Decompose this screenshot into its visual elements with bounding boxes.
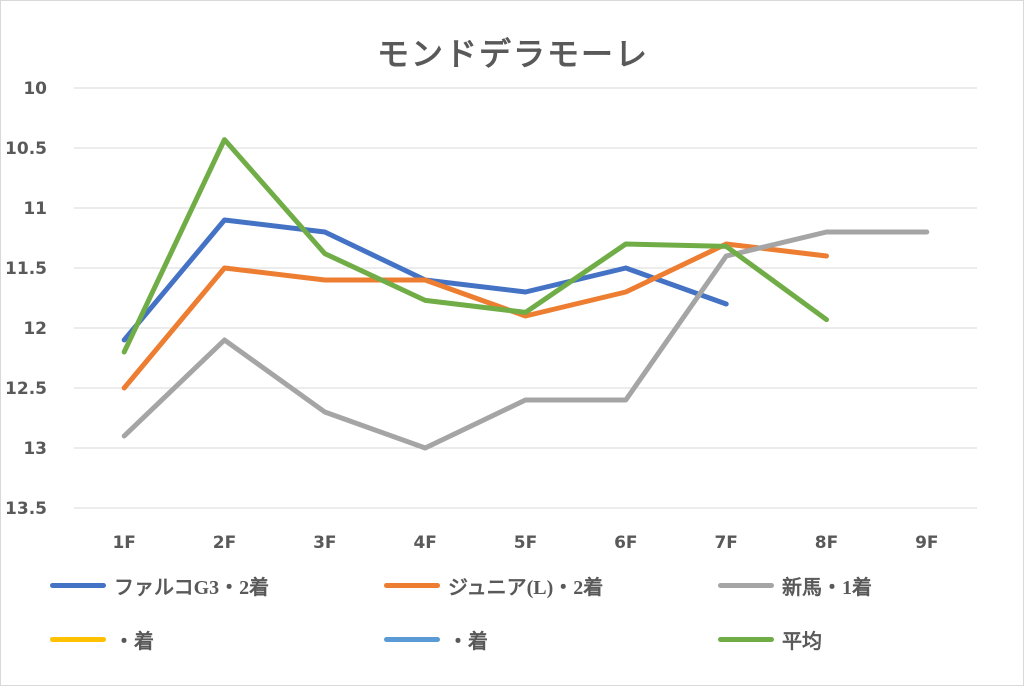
- legend-swatch-2: [718, 582, 774, 588]
- legend-item-3: ・着: [50, 624, 154, 654]
- legend-label-5: 平均: [782, 630, 822, 653]
- legend-label-4: ・着: [448, 630, 488, 653]
- legend-swatch-0: [50, 582, 106, 588]
- y-tick-label: 13: [23, 439, 47, 459]
- legend-swatch-3: [50, 636, 106, 642]
- legend-swatch-5: [718, 636, 774, 642]
- series-line-1: [121, 241, 829, 391]
- x-tick-label: 4F: [413, 533, 436, 553]
- legend-item-4: ・着: [384, 624, 488, 654]
- y-tick-label: 10: [23, 79, 47, 99]
- series-line-2: [121, 229, 930, 451]
- legend-swatch-1: [384, 582, 440, 588]
- x-tick-label: 7F: [714, 533, 737, 553]
- legend-label-0: ファルコG3・2着: [114, 576, 270, 599]
- y-tick-label: 11.5: [5, 259, 47, 279]
- legend-label-3: ・着: [114, 630, 154, 653]
- x-tick-label: 3F: [313, 533, 336, 553]
- series-line-5: [121, 137, 829, 355]
- legend-label-1: ジュニア(L)・2着: [448, 576, 604, 599]
- y-tick-label: 10.5: [5, 139, 47, 159]
- legend-label-2: 新馬・1着: [782, 576, 872, 599]
- legend-item-0: ファルコG3・2着: [50, 570, 269, 600]
- x-tick-label: 2F: [213, 533, 236, 553]
- y-tick-label: 11: [23, 199, 47, 219]
- legend-swatch-4: [384, 636, 440, 642]
- legend-item-2: 新馬・1着: [718, 570, 872, 600]
- y-tick-label: 12: [23, 319, 47, 339]
- x-tick-label: 5F: [514, 533, 537, 553]
- y-tick-label: 13.5: [5, 499, 47, 519]
- x-tick-label: 8F: [815, 533, 838, 553]
- x-tick-label: 1F: [112, 533, 135, 553]
- x-tick-label: 6F: [614, 533, 637, 553]
- x-tick-label: 9F: [915, 533, 938, 553]
- legend-item-1: ジュニア(L)・2着: [384, 570, 603, 600]
- y-tick-label: 12.5: [5, 379, 47, 399]
- chart-title: モンドデラモーレ: [376, 35, 649, 73]
- legend-item-5: 平均: [718, 624, 822, 654]
